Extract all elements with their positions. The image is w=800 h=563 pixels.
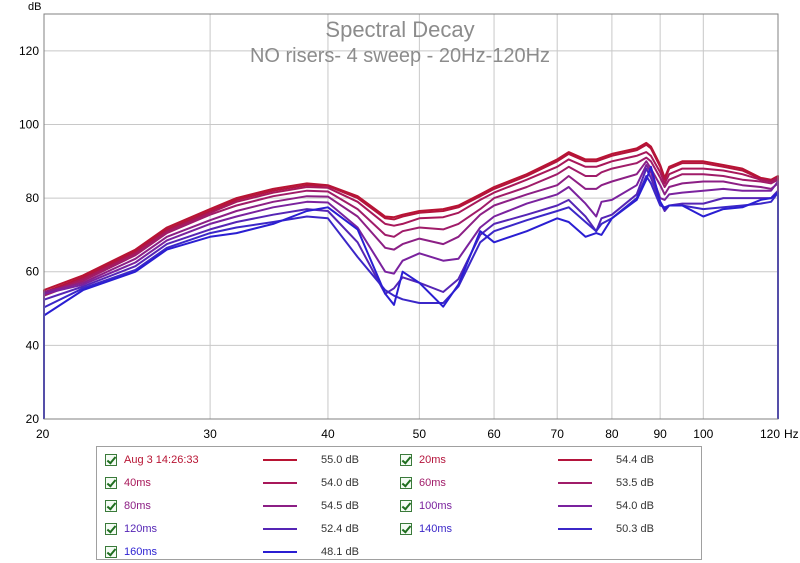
legend-checkbox[interactable] — [400, 523, 412, 535]
x-tick-label: 60 — [487, 427, 501, 441]
legend-line-swatch — [263, 482, 297, 484]
legend-series-name: 100ms — [419, 500, 453, 512]
legend-line-swatch — [558, 482, 592, 484]
legend-checkbox[interactable] — [400, 477, 412, 489]
chart-title: Spectral Decay — [325, 17, 474, 42]
legend-series-name: 60ms — [419, 477, 446, 489]
y-tick-label: 40 — [26, 338, 40, 352]
y-tick-label: 60 — [26, 265, 40, 279]
y-tick-label: 80 — [26, 191, 40, 205]
grid — [43, 14, 779, 420]
plot-frame — [43, 13, 779, 420]
legend-line-swatch — [263, 505, 297, 507]
series-lines — [43, 141, 779, 419]
legend-value: 54.0 dB — [321, 477, 359, 489]
y-tick-label: 120 — [19, 44, 39, 58]
series-line-4 — [43, 156, 779, 419]
y-tick-label: 20 — [26, 412, 40, 426]
legend-series-name: 140ms — [419, 523, 453, 535]
legend-series-name: 80ms — [124, 500, 151, 512]
legend-value: 54.0 dB — [616, 500, 654, 512]
x-tick-label: 30 — [203, 427, 217, 441]
legend-series-name: 20ms — [419, 454, 446, 466]
legend-item: 60ms 53.5 dB — [400, 476, 690, 494]
legend-line-swatch — [263, 528, 297, 530]
x-tick-label: 90 — [653, 427, 667, 441]
legend-item: 140ms 50.3 dB — [400, 522, 690, 540]
legend-value: 54.4 dB — [616, 454, 654, 466]
legend-series-name: 120ms — [124, 523, 158, 535]
spectral-decay-chart: 20 40 60 80 100 120 20 30 40 50 60 70 80 90 100 120 dB… — [19, 1, 799, 441]
legend-series-name: Aug 3 14:26:33 — [124, 454, 199, 466]
y-axis-label: dB — [28, 1, 41, 13]
x-axis-label: Hz — [784, 427, 799, 441]
x-tick-label: 120 — [760, 427, 780, 441]
x-tick-labels: 20 30 40 50 60 70 80 90 100 120 — [36, 427, 780, 441]
legend-value: 53.5 dB — [616, 477, 654, 489]
series-line-1 — [43, 141, 779, 419]
legend: Aug 3 14:26:33 55.0 dB 20ms 54.4 dB 40ms 54.0… — [96, 446, 702, 560]
series-line-2 — [43, 143, 779, 419]
legend-checkbox[interactable] — [400, 454, 412, 466]
series-line-7 — [43, 167, 779, 419]
legend-item: 100ms 54.0 dB — [400, 499, 690, 517]
legend-item: 120ms 52.4 dB — [105, 522, 395, 540]
legend-checkbox[interactable] — [400, 500, 412, 512]
legend-item: 40ms 54.0 dB — [105, 476, 395, 494]
series-line-8 — [43, 175, 779, 419]
x-tick-label: 70 — [551, 427, 565, 441]
x-tick-label: 40 — [321, 427, 335, 441]
y-tick-label: 100 — [19, 117, 39, 131]
legend-line-swatch — [558, 459, 592, 461]
legend-line-swatch — [263, 551, 297, 553]
y-tick-labels: 20 40 60 80 100 120 — [19, 44, 39, 426]
legend-item: Aug 3 14:26:33 55.0 dB — [105, 453, 395, 471]
legend-checkbox[interactable] — [105, 546, 117, 558]
x-tick-label: 80 — [605, 427, 619, 441]
legend-line-swatch — [263, 459, 297, 461]
legend-line-swatch — [558, 505, 592, 507]
legend-item: 20ms 54.4 dB — [400, 453, 690, 471]
x-tick-label: 50 — [413, 427, 427, 441]
series-line-9 — [43, 165, 779, 419]
x-tick-label: 20 — [36, 427, 50, 441]
legend-series-name: 40ms — [124, 477, 151, 489]
series-line-5 — [43, 160, 779, 419]
chart-subtitle: NO risers- 4 sweep - 20Hz-120Hz — [250, 45, 550, 67]
legend-value: 48.1 dB — [321, 546, 359, 558]
series-line-3 — [43, 151, 779, 419]
legend-value: 50.3 dB — [616, 523, 654, 535]
legend-checkbox[interactable] — [105, 523, 117, 535]
legend-line-swatch — [558, 528, 592, 530]
legend-item: 80ms 54.5 dB — [105, 499, 395, 517]
legend-item: 160ms 48.1 dB — [105, 545, 395, 563]
series-line-6 — [43, 164, 779, 419]
legend-value: 55.0 dB — [321, 454, 359, 466]
legend-checkbox[interactable] — [105, 500, 117, 512]
legend-value: 52.4 dB — [321, 523, 359, 535]
legend-series-name: 160ms — [124, 546, 158, 558]
legend-checkbox[interactable] — [105, 477, 117, 489]
legend-value: 54.5 dB — [321, 500, 359, 512]
legend-checkbox[interactable] — [105, 454, 117, 466]
x-tick-label: 100 — [693, 427, 713, 441]
